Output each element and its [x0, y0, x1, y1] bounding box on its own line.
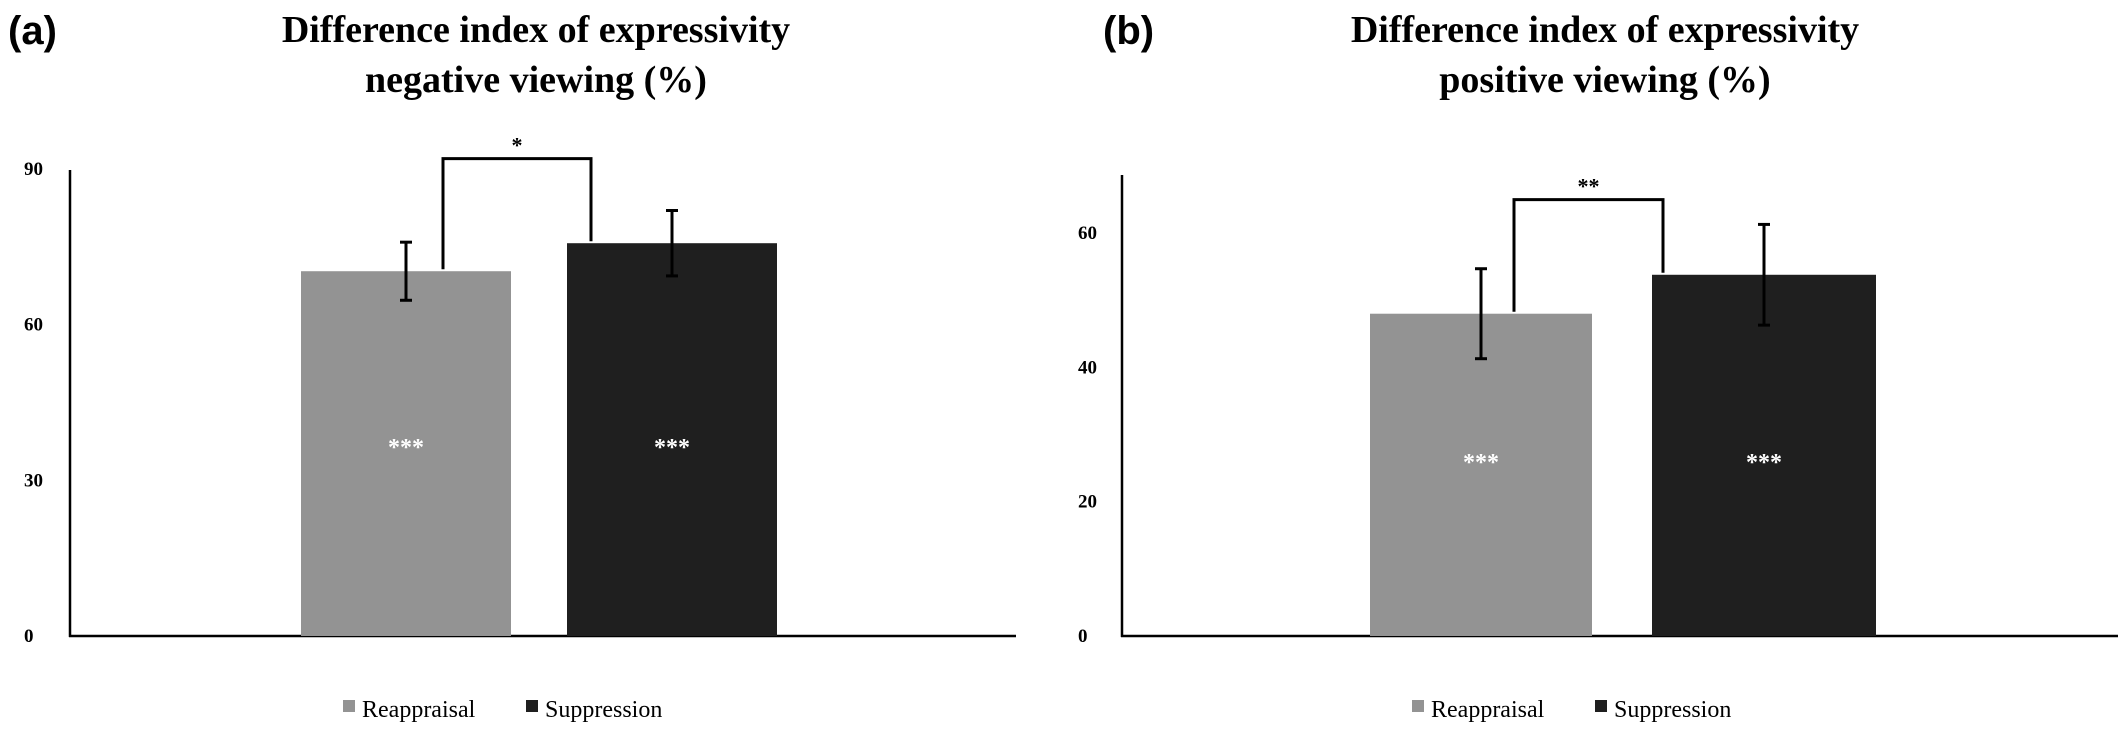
legend-label-reappraisal: Reappraisal — [362, 697, 476, 723]
y-tick-label: 0 — [1078, 626, 1088, 647]
bar-significance-label: *** — [1463, 450, 1499, 476]
significance-bracket: * — [441, 133, 593, 270]
chart-title-line-1: Difference index of expressivity — [1351, 9, 1859, 51]
bar-reappraisal — [301, 271, 511, 636]
error-bars — [1475, 222, 1770, 361]
bar-significance-label: *** — [388, 435, 424, 461]
bar-inner-labels: *** *** — [1463, 450, 1782, 476]
bar-inner-labels: *** *** — [388, 435, 690, 461]
chart-panel-b: (b) Difference index of expressivity pos… — [1078, 9, 2118, 723]
y-tick-label: 40 — [1078, 357, 1097, 378]
legend-label-reappraisal: Reappraisal — [1431, 697, 1545, 723]
y-tick-label: 60 — [1078, 223, 1097, 244]
bracket-significance-label: * — [512, 133, 523, 158]
bar-significance-label: *** — [654, 435, 690, 461]
y-tick-label: 30 — [24, 470, 43, 491]
bracket-line — [441, 157, 593, 270]
legend-label-suppression: Suppression — [1614, 697, 1731, 723]
chart-title-line-2: positive viewing (%) — [1439, 59, 1770, 101]
chart-panel-a: (a) Difference index of expressivity neg… — [8, 9, 1016, 723]
bar-significance-label: *** — [1746, 450, 1782, 476]
legend-swatch-suppression — [1595, 700, 1607, 712]
legend: Reappraisal Suppression — [1412, 697, 1731, 723]
bracket-line — [1512, 198, 1665, 312]
y-tick-label: 60 — [24, 315, 43, 336]
chart-title-line-1: Difference index of expressivity — [282, 9, 790, 51]
error-bars — [400, 209, 678, 302]
legend-swatch-reappraisal — [343, 700, 355, 712]
bar-suppression — [1652, 274, 1876, 636]
bracket-significance-label: ** — [1578, 174, 1600, 199]
significance-bracket: ** — [1512, 174, 1665, 312]
bars — [1370, 274, 1876, 636]
panel-label: (b) — [1103, 9, 1154, 53]
bars — [301, 243, 777, 636]
bar-reappraisal — [1370, 313, 1592, 636]
y-tick-labels: 0 30 60 90 — [24, 159, 43, 647]
legend-swatch-suppression — [526, 700, 538, 712]
y-tick-label: 20 — [1078, 492, 1097, 513]
panel-label: (a) — [8, 9, 57, 53]
y-tick-label: 90 — [24, 159, 43, 180]
y-tick-label: 0 — [24, 626, 34, 647]
legend-swatch-reappraisal — [1412, 700, 1424, 712]
legend: Reappraisal Suppression — [343, 697, 662, 723]
bar-suppression — [567, 243, 777, 636]
y-tick-labels: 0 20 40 60 — [1078, 223, 1097, 647]
legend-label-suppression: Suppression — [545, 697, 662, 723]
chart-title-line-2: negative viewing (%) — [365, 59, 707, 101]
